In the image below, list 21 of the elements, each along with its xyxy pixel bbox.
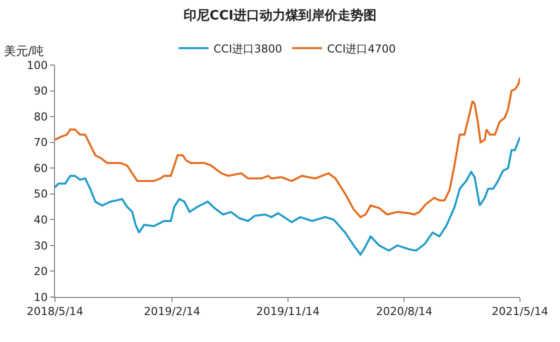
line-series — [55, 136, 520, 256]
chart-title: 印尼CCI进口动力煤到岸价走势图 — [184, 7, 376, 24]
y-tick-label: 20 — [34, 265, 48, 278]
y-tick-label: 30 — [34, 239, 48, 252]
y-tick-label: 90 — [34, 84, 48, 98]
y-tick-label: 10 — [34, 290, 48, 304]
legend-label: CCI进口4700 — [327, 42, 396, 56]
y-tick-label: 50 — [34, 188, 48, 201]
line-series — [55, 76, 520, 218]
x-tick-label: 2019/11/14 — [256, 305, 320, 318]
legend-label: CCI进口3800 — [214, 42, 282, 56]
y-axis-title: 美元/吨 — [4, 44, 44, 58]
y-tick-label: 40 — [34, 214, 48, 227]
y-tick-label: 70 — [34, 136, 48, 150]
y-tick-label: 100 — [26, 58, 48, 72]
x-tick-label: 2020/8/14 — [376, 305, 432, 318]
x-tick-label: 2021/5/14 — [492, 305, 548, 318]
x-tick-label: 2018/5/14 — [26, 305, 84, 318]
y-tick-label: 60 — [34, 162, 48, 175]
y-tick-label: 80 — [34, 110, 48, 124]
x-tick-label: 2019/2/14 — [144, 305, 200, 318]
